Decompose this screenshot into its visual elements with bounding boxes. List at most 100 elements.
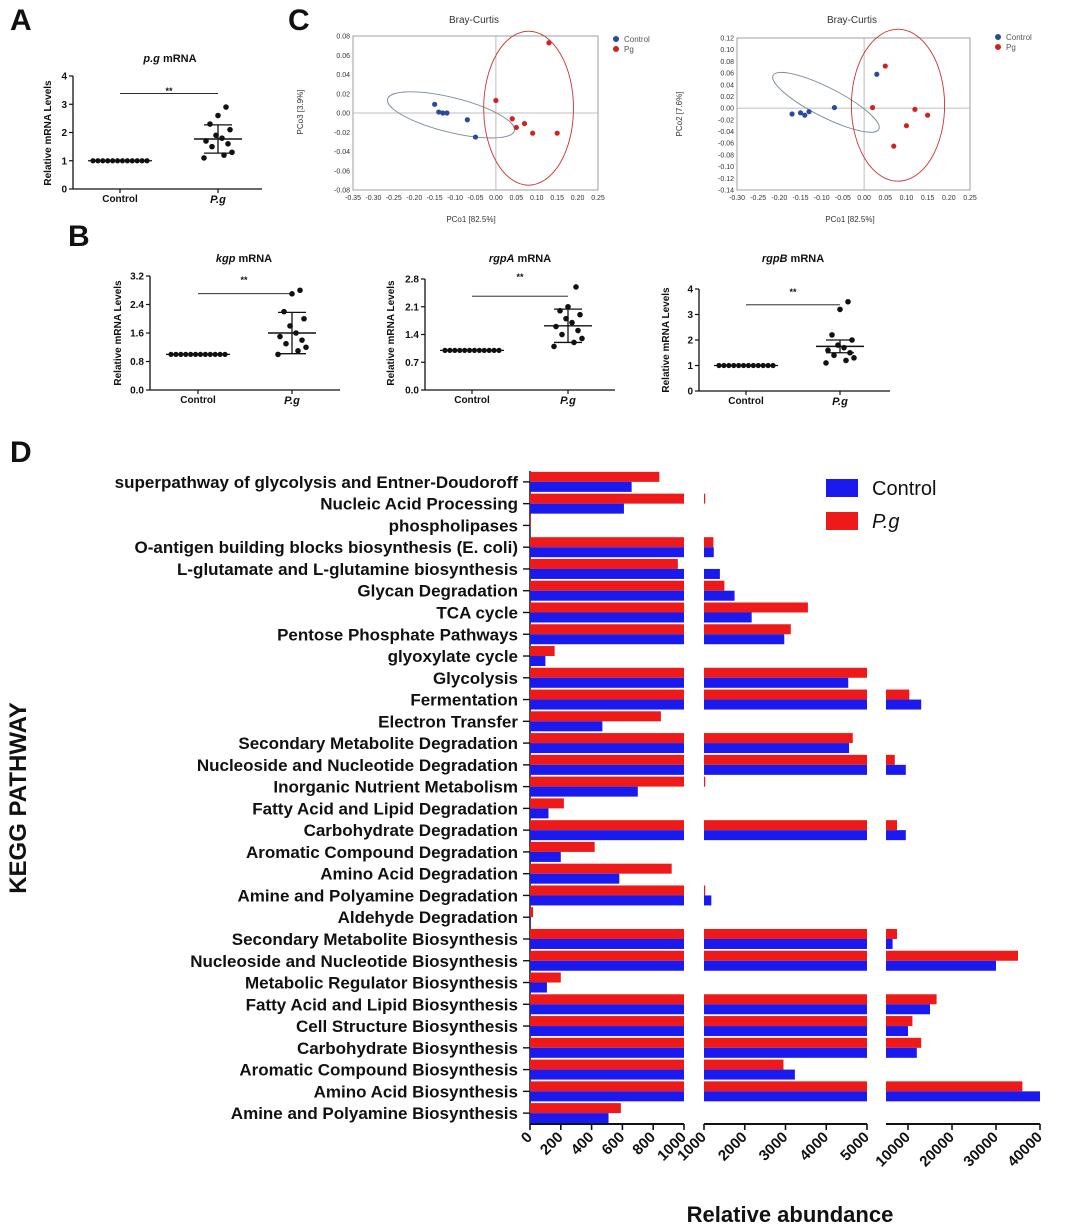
pc2-ytick-label: -0.12 bbox=[718, 176, 734, 183]
pc1-point-pg bbox=[530, 130, 536, 136]
a-ytick-label: 4 bbox=[61, 72, 67, 83]
kegg-bar-pg bbox=[704, 493, 706, 504]
kegg-category-label: Cell Structure Biosynthesis bbox=[296, 1017, 518, 1036]
b3-ytick-label: 2 bbox=[687, 336, 693, 347]
kegg-xtick-label: 4000 bbox=[796, 1129, 832, 1165]
kegg-bar-control bbox=[704, 830, 867, 841]
pc1-point-pg bbox=[493, 97, 499, 104]
kegg-bar-pg bbox=[886, 950, 1018, 961]
b3-pg-point bbox=[831, 352, 837, 359]
kegg-bar-pg bbox=[704, 885, 706, 896]
a-pg-point bbox=[215, 112, 221, 119]
kegg-bar-pg bbox=[704, 1081, 867, 1092]
a-ytick-label: 1 bbox=[61, 156, 67, 167]
kegg-bar-pg bbox=[886, 928, 897, 939]
kegg-bar-control bbox=[530, 1047, 684, 1058]
kegg-bar-control bbox=[530, 547, 684, 558]
panel-c-pcoa-plot-2: Bray-Curtis PCo1 [82.5%] PCo2 [7.6%] Con… bbox=[675, 15, 1032, 224]
kegg-bar-control bbox=[704, 568, 720, 579]
kegg-bar-pg bbox=[704, 667, 867, 678]
kegg-bar-pg bbox=[704, 754, 867, 765]
pc2-xtick-label: 0.15 bbox=[921, 195, 935, 202]
pc2-xtick-label: -0.10 bbox=[814, 195, 830, 202]
pc2-frame bbox=[736, 37, 971, 191]
panel-b1-xcat-control: Control bbox=[180, 395, 216, 406]
b1-ytick-label: 0.8 bbox=[130, 357, 144, 368]
kegg-bar-pg bbox=[704, 950, 867, 961]
kegg-category-label: Aromatic Compound Degradation bbox=[246, 843, 518, 862]
pc1-xtick-label: 0.15 bbox=[550, 195, 564, 202]
panel-b3-significance: ** bbox=[789, 287, 797, 297]
kegg-bar-control bbox=[704, 699, 867, 710]
pc2-ytick-label: 0.10 bbox=[720, 47, 734, 54]
pc1-point-pg bbox=[509, 116, 515, 122]
kegg-legend-control-swatch bbox=[826, 479, 858, 497]
pc1-point-control bbox=[444, 110, 450, 116]
kegg-bar-control bbox=[530, 634, 684, 645]
pc1-point-control bbox=[440, 110, 446, 116]
kegg-bar-pg bbox=[530, 1016, 684, 1027]
kegg-bar-control bbox=[886, 1026, 908, 1037]
b3-ytick-label: 0 bbox=[687, 387, 693, 398]
kegg-bar-control bbox=[886, 1091, 1040, 1102]
pc1-xtick-label: 0.10 bbox=[530, 195, 544, 202]
kegg-category-label: L-glutamate and L-glutamine biosynthesis bbox=[177, 560, 518, 579]
panel-b3-title: rgpB mRNA bbox=[762, 253, 824, 265]
pc2-ellipse-control bbox=[772, 71, 880, 133]
kegg-bar-pg bbox=[530, 558, 678, 569]
b2-ytick-label: 0.0 bbox=[405, 386, 419, 397]
kegg-bar-control bbox=[704, 743, 850, 754]
kegg-category-label: phospholipases bbox=[389, 516, 518, 535]
kegg-bar-pg bbox=[886, 754, 895, 765]
panel-b1-xcat-pg: P.g bbox=[284, 395, 300, 407]
pc1-legend-control-marker bbox=[613, 36, 619, 42]
panel-b2-xcat-control: Control bbox=[454, 395, 490, 406]
pc1-ytick-label: 0.06 bbox=[336, 53, 350, 60]
pc2-xtick-label: -0.05 bbox=[835, 195, 851, 202]
pc2-point-control bbox=[806, 109, 812, 115]
kegg-bar-pg bbox=[530, 580, 684, 591]
a-pg-point bbox=[201, 155, 207, 161]
pc2-xtick-label: -0.25 bbox=[750, 195, 766, 202]
kegg-legend-pg: P.g bbox=[872, 511, 899, 533]
kegg-category-label: Nucleoside and Nucleotide Degradation bbox=[197, 756, 518, 775]
pc1-ytick-label: 0.02 bbox=[336, 91, 350, 98]
kegg-bar-pg bbox=[530, 798, 564, 809]
b2-pg-point bbox=[565, 303, 571, 310]
panel-a-significance: ** bbox=[165, 86, 173, 96]
kegg-category-label: TCA cycle bbox=[436, 603, 518, 622]
kegg-bar-control bbox=[704, 938, 867, 949]
kegg-bar-control bbox=[530, 568, 684, 579]
kegg-bar-control bbox=[530, 481, 632, 492]
kegg-bar-pg bbox=[886, 820, 897, 831]
kegg-bar-control bbox=[530, 786, 638, 797]
pc1-xtick-label: -0.20 bbox=[406, 195, 422, 202]
pc2-legend-pg: Pg bbox=[1006, 43, 1016, 52]
kegg-legend-control: Control bbox=[872, 478, 936, 500]
b1-pg-point bbox=[299, 337, 305, 343]
kegg-bar-control bbox=[704, 764, 867, 775]
a-pg-point bbox=[219, 135, 225, 141]
kegg-bar-pg bbox=[704, 602, 808, 613]
kegg-ylabel: KEGG PATHWAY bbox=[5, 702, 32, 894]
kegg-bar-pg bbox=[530, 537, 684, 548]
pc2-ellipse-pg bbox=[850, 28, 946, 182]
kegg-bar-control bbox=[704, 1047, 867, 1058]
pc2-point-control bbox=[874, 71, 880, 77]
kegg-bar-pg bbox=[530, 602, 684, 613]
a-pg-point bbox=[229, 149, 235, 156]
kegg-bar-control bbox=[704, 612, 752, 623]
kegg-xtick-label: 40000 bbox=[1004, 1129, 1046, 1171]
pc2-ytick-label: 0.06 bbox=[720, 71, 734, 78]
panel-b2-title: rgpA mRNA bbox=[489, 253, 551, 265]
b2-pg-point bbox=[551, 343, 557, 350]
pc2-legend-pg-marker bbox=[995, 44, 1001, 50]
pc2-ytick-label: 0.08 bbox=[720, 59, 734, 66]
pc1-point-control bbox=[472, 134, 479, 140]
kegg-xtick-label: 0 bbox=[518, 1129, 536, 1147]
panel-b3-ylabel: Relative mRNA Levels bbox=[661, 287, 672, 393]
a-ytick-label: 0 bbox=[61, 185, 67, 196]
kegg-category-label: Fatty Acid and Lipid Biosynthesis bbox=[246, 995, 518, 1014]
pc1-ylabel: PCo3 [3.9%] bbox=[296, 90, 305, 135]
pc1-xtick-label: -0.15 bbox=[427, 195, 443, 202]
